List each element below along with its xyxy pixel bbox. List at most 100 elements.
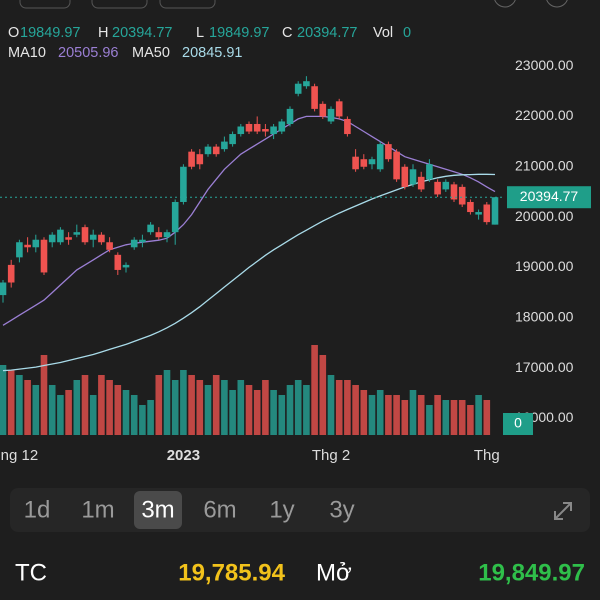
candle-body (286, 108, 294, 124)
candle-body (417, 176, 425, 190)
candle-body (155, 232, 163, 238)
candle-body (188, 151, 195, 167)
volume-bar (319, 355, 327, 435)
volume-bar (409, 390, 417, 435)
legend-label: O (8, 25, 19, 41)
candle-body (376, 144, 384, 170)
volume-bar (188, 375, 195, 435)
candle-body (385, 144, 392, 160)
candle-body (40, 239, 48, 273)
candle-body (81, 227, 89, 243)
volume-bar (253, 390, 261, 435)
top-toolbar (19, 0, 568, 9)
volume-bar (434, 395, 441, 435)
candle-body (24, 244, 31, 248)
volume-bar (130, 395, 138, 435)
candle-body (483, 204, 491, 223)
candle-body (294, 83, 302, 94)
volume-bar (48, 385, 56, 435)
period-button[interactable]: 3y (329, 496, 354, 523)
candle-body (147, 224, 154, 233)
candle-body (352, 156, 359, 170)
period-button[interactable]: 1d (24, 496, 51, 523)
y-tick-label: 23000.00 (515, 57, 574, 73)
volume-bar (401, 400, 409, 435)
volume-bar (311, 345, 318, 435)
volume-bar (139, 405, 146, 435)
y-tick-label: 20000.00 (515, 208, 574, 224)
volume-bar (335, 380, 343, 435)
toolbar-button[interactable] (91, 0, 148, 9)
toolbar-icon[interactable] (494, 0, 516, 8)
legend-value: 19849.97 (20, 25, 80, 41)
legend-label: H (98, 25, 108, 41)
volume-bar (245, 385, 253, 435)
candle-body (98, 234, 105, 243)
candle-body (163, 232, 171, 238)
candle-body (7, 264, 15, 283)
candle-body (262, 129, 269, 132)
volume-bar (221, 380, 228, 435)
legend-value: 19849.97 (209, 25, 269, 41)
expand-icon[interactable] (554, 502, 572, 520)
volume-bar (98, 375, 105, 435)
toolbar-icon[interactable] (546, 0, 568, 8)
legend-value: 20505.96 (58, 45, 118, 61)
y-tick-label: 18000.00 (515, 308, 574, 324)
candle-body (434, 181, 441, 195)
y-tick-label: 21000.00 (515, 157, 574, 173)
period-button[interactable]: 6m (203, 496, 236, 523)
volume-bar (147, 400, 154, 435)
volume-bar (122, 390, 130, 435)
candle-body (450, 184, 458, 200)
volume-tag (503, 413, 533, 435)
candle-body (360, 159, 368, 167)
candle-body (73, 232, 81, 235)
candle-body (196, 154, 204, 165)
legend-value: 20394.77 (297, 25, 357, 41)
volume-bar (294, 380, 302, 435)
candle-body (32, 239, 40, 248)
y-tick-label: 17000.00 (515, 359, 574, 375)
price-tag-label: 20394.77 (520, 188, 579, 204)
candle-body (401, 166, 409, 187)
volume-bar (376, 390, 384, 435)
candle-body (393, 151, 400, 180)
legend-label: C (282, 25, 292, 41)
period-button[interactable]: 1m (81, 496, 114, 523)
candle-body (458, 186, 466, 205)
volume-bar (270, 390, 277, 435)
volume-bar (286, 385, 294, 435)
period-button[interactable]: 3m (141, 496, 174, 523)
legend-label: L (196, 25, 204, 41)
stat-label: Mở (316, 559, 352, 586)
stat-value: 19,785.94 (178, 559, 285, 586)
candle-body (229, 134, 236, 145)
volume-bar (450, 400, 458, 435)
candle-body (311, 86, 318, 109)
x-tick-label: 2023 (167, 447, 200, 464)
period-button[interactable]: 1y (269, 496, 294, 523)
candle-body (344, 118, 351, 135)
legend-value: 20394.77 (112, 25, 172, 41)
volume-bar (229, 390, 236, 435)
volume-bar (171, 380, 179, 435)
ma-line (2, 115, 496, 326)
candle-body (171, 201, 179, 233)
volume-bar (278, 395, 286, 435)
volume-bar (393, 395, 400, 435)
candle-body (303, 81, 310, 87)
candle-body (180, 166, 187, 202)
toolbar-button[interactable] (19, 0, 71, 9)
candle-body (0, 282, 7, 296)
volume-bar (196, 380, 204, 435)
stat-label: TC (15, 559, 47, 586)
volume-bar (417, 395, 425, 435)
candle-body (368, 159, 376, 165)
volume-bar (368, 395, 376, 435)
legend-label: MA10 (8, 45, 46, 61)
volume-bar (180, 370, 187, 435)
toolbar-button[interactable] (159, 0, 216, 9)
volume-bar (352, 385, 359, 435)
